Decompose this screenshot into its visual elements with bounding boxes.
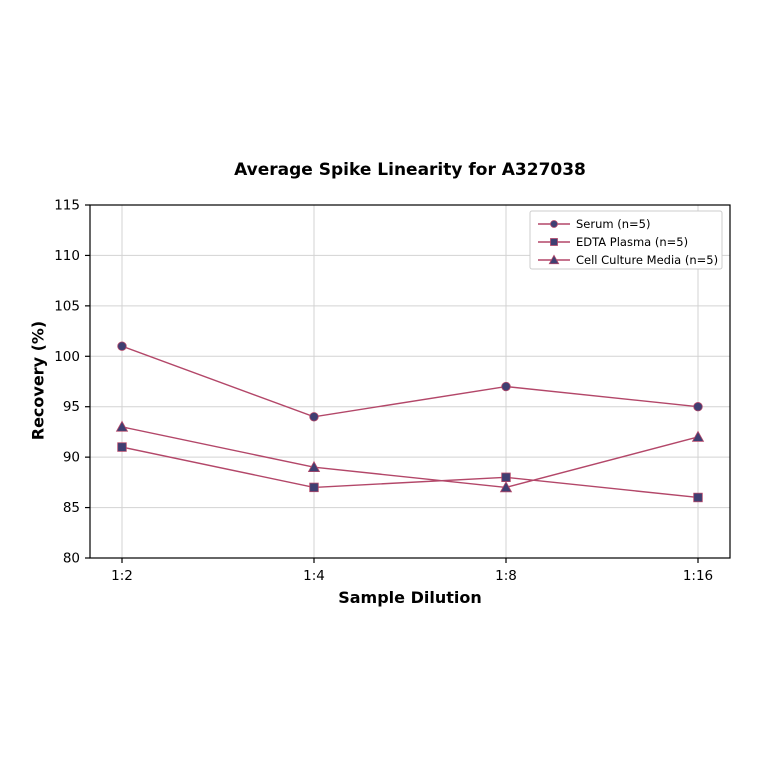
y-tick-label: 80	[63, 551, 80, 567]
legend-label: Serum (n=5)	[576, 217, 650, 231]
data-point-marker-triangle	[499, 481, 513, 493]
y-tick-label: 85	[63, 500, 80, 516]
data-point-marker-square	[550, 238, 558, 246]
data-point-marker-circle	[309, 412, 319, 422]
x-tick-label: 1:16	[683, 568, 713, 584]
legend-label: EDTA Plasma (n=5)	[576, 235, 688, 249]
chart-title: Average Spike Linearity for A327038	[234, 160, 586, 180]
data-point-marker-circle	[693, 402, 703, 412]
data-point-marker-circle	[501, 381, 511, 392]
data-point-marker-triangle	[307, 460, 321, 473]
data-point-marker-circle	[550, 220, 558, 228]
legend-label: Cell Culture Media (n=5)	[576, 253, 718, 267]
series-line	[121, 446, 699, 499]
data-point-marker-square	[693, 492, 703, 503]
data-point-marker-triangle	[115, 420, 129, 432]
y-tick-label: 110	[54, 248, 80, 264]
x-axis-label: Sample Dilution	[338, 588, 482, 607]
series-line	[121, 345, 699, 418]
y-tick-label: 90	[63, 450, 80, 466]
y-tick-label: 115	[54, 198, 80, 214]
legend-box	[529, 210, 723, 270]
x-tick-label: 1:8	[495, 568, 517, 584]
data-point-marker-square	[501, 472, 511, 483]
y-tick-label: 105	[54, 298, 80, 314]
data-point-marker-triangle	[691, 430, 705, 442]
x-tick-label: 1:4	[303, 568, 325, 584]
x-tick-label: 1:2	[111, 568, 133, 584]
series-line	[121, 426, 699, 489]
data-point-marker-circle	[117, 341, 127, 351]
y-tick-label: 100	[54, 349, 80, 365]
data-point-marker-triangle	[548, 254, 560, 265]
data-point-marker-square	[117, 442, 127, 452]
y-tick-label: 95	[63, 399, 80, 415]
axis-box	[89, 204, 731, 559]
data-point-marker-square	[309, 482, 319, 493]
